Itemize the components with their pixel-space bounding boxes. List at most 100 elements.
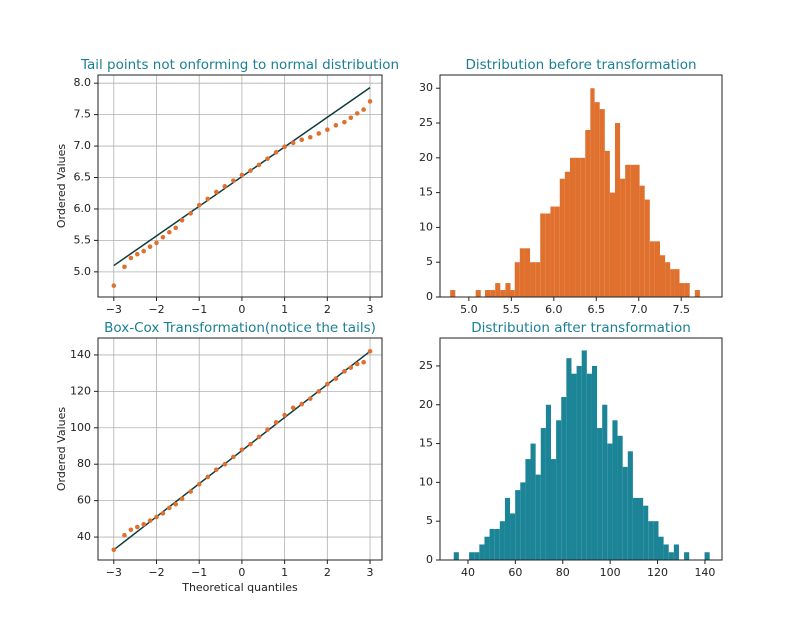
bar <box>644 199 650 297</box>
bar <box>576 365 582 560</box>
point <box>222 461 228 467</box>
x-tick-label: 1 <box>281 303 288 316</box>
point <box>282 144 287 149</box>
point <box>367 99 373 104</box>
point <box>248 441 253 447</box>
y-tick-label: 5.0 <box>74 265 92 278</box>
point <box>147 518 153 523</box>
bar <box>504 497 511 560</box>
x-tick-label: −1 <box>191 566 207 579</box>
y-tick-label: 10 <box>419 220 433 233</box>
point <box>122 532 127 538</box>
point <box>141 522 146 527</box>
y-axis-label: Ordered Values <box>55 407 68 491</box>
point <box>147 244 153 249</box>
y-tick-label: 7.5 <box>74 108 92 121</box>
bar <box>525 459 531 560</box>
x-tick-label: 7.0 <box>630 303 648 316</box>
point <box>196 481 202 487</box>
point <box>160 234 166 240</box>
y-tick-label: 0 <box>426 290 433 303</box>
x-tick-label: 7.5 <box>672 303 690 316</box>
y-tick-label: 25 <box>419 359 433 372</box>
bar <box>554 206 560 297</box>
bar <box>530 262 536 297</box>
bar <box>648 521 654 560</box>
bar <box>638 497 644 560</box>
bar <box>485 290 491 297</box>
bar <box>684 552 690 560</box>
point <box>342 119 347 125</box>
x-tick-label: 120 <box>647 566 668 579</box>
bar <box>520 482 526 560</box>
bar <box>524 248 531 297</box>
bar <box>585 129 591 297</box>
subplot-title: Distribution after transformation <box>471 320 691 336</box>
point <box>367 348 373 354</box>
x-tick-label: −2 <box>148 303 164 316</box>
point <box>188 211 193 216</box>
bar <box>684 283 690 297</box>
bar <box>495 283 501 297</box>
bar <box>474 552 480 560</box>
point <box>361 359 366 365</box>
x-tick-label: 6.5 <box>588 303 606 316</box>
x-tick-label: 60 <box>508 566 522 579</box>
bar <box>597 428 603 560</box>
y-tick-label: 20 <box>419 398 433 411</box>
subplot: Distribution before transformation 5.0 5.5… <box>419 57 723 316</box>
axes-frame <box>439 74 723 298</box>
subplot: Box-Cox Transformation(notice the tails)… <box>55 320 383 594</box>
bar <box>622 466 628 560</box>
bar <box>499 521 505 560</box>
x-tick-label: 140 <box>694 566 715 579</box>
bar <box>599 109 605 297</box>
bar <box>515 490 521 560</box>
bar <box>609 192 615 297</box>
y-axis-label: Ordered Values <box>55 144 68 228</box>
point <box>213 467 219 472</box>
bar <box>594 102 600 297</box>
y-tick-label: 6.0 <box>74 202 92 215</box>
bar <box>654 241 660 297</box>
point <box>173 501 179 507</box>
x-tick-label: 0 <box>238 566 245 579</box>
x-tick-label: −3 <box>106 303 122 316</box>
y-tick-label: 15 <box>419 437 433 450</box>
point <box>290 405 296 411</box>
bar <box>643 505 649 560</box>
x-tick-label: 1 <box>281 566 288 579</box>
point <box>348 365 354 370</box>
bar <box>510 290 515 297</box>
bar <box>659 255 666 297</box>
bar <box>591 365 598 560</box>
bar <box>559 178 565 297</box>
point <box>179 496 185 502</box>
point <box>222 184 228 189</box>
point <box>282 412 287 418</box>
point <box>205 474 211 480</box>
bar <box>625 164 631 297</box>
point <box>128 255 134 261</box>
bar <box>540 213 546 297</box>
bar <box>694 290 700 297</box>
bar <box>514 262 520 297</box>
bar <box>540 428 546 560</box>
point <box>196 202 202 208</box>
point <box>141 248 146 254</box>
x-tick-label: 2 <box>324 566 331 579</box>
bar <box>673 544 679 560</box>
bar <box>612 420 618 560</box>
bar <box>545 404 551 560</box>
point <box>333 376 339 381</box>
point <box>325 127 330 133</box>
bar <box>556 420 562 560</box>
x-tick-label: 2 <box>324 303 331 316</box>
bar <box>581 350 587 560</box>
subplot-title: Box-Cox Transformation(notice the tails) <box>104 320 376 336</box>
bar <box>679 283 685 297</box>
subplot-title: Tail points not onforming to normal dist… <box>80 57 399 73</box>
y-tick-label: 15 <box>419 186 433 199</box>
bar <box>494 528 500 560</box>
